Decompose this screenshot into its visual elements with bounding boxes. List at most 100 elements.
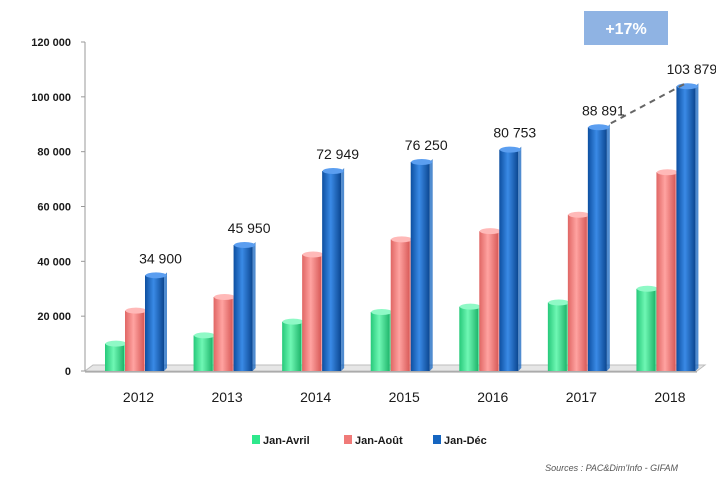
callout-box xyxy=(584,11,668,45)
bar-Jan-Août-2016 xyxy=(479,228,502,371)
bar-top xyxy=(459,303,481,310)
bar-top xyxy=(391,236,413,243)
bar-side xyxy=(164,272,167,371)
bar-top xyxy=(145,272,167,279)
bar xyxy=(459,306,479,371)
bar-Jan-Déc-2016 xyxy=(499,146,522,371)
bar-Jan-Déc-2017 xyxy=(587,124,610,371)
bar-Jan-Avril-2012 xyxy=(105,340,127,371)
y-tick-label: 40 000 xyxy=(37,256,71,268)
y-tick-label: 120 000 xyxy=(31,37,71,49)
bar-top xyxy=(568,211,590,218)
legend-item-Jan-Déc: Jan-Déc xyxy=(433,435,487,447)
data-labels: 34 900 45 950 72 949 76 250 80 753 88 891 103 … xyxy=(139,61,716,266)
bar-Jan-Avril-2013 xyxy=(193,332,216,371)
bar-Jan-Déc-2015 xyxy=(410,158,433,371)
bar xyxy=(656,172,676,371)
bar xyxy=(410,161,430,371)
bar-top xyxy=(234,242,256,249)
bar-Jan-Août-2014 xyxy=(302,251,325,371)
growth-callout: +17% xyxy=(584,11,668,45)
bar xyxy=(547,302,567,371)
x-tick-label: 2012 xyxy=(123,389,154,405)
bar xyxy=(233,245,253,371)
bar-top xyxy=(411,158,433,165)
y-tick-label: 0 xyxy=(65,366,71,378)
x-tick-label: 2014 xyxy=(300,389,331,405)
bar xyxy=(587,127,607,371)
data-label: 45 950 xyxy=(228,220,271,236)
bar-top xyxy=(656,169,678,176)
bar-side xyxy=(695,83,699,371)
bar-Jan-Déc-2014 xyxy=(322,167,345,371)
bar-Jan-Août-2015 xyxy=(390,236,413,371)
bar-top xyxy=(371,309,393,316)
bar-top xyxy=(214,293,236,300)
bar xyxy=(567,214,587,371)
y-tick-label: 100 000 xyxy=(31,92,71,104)
y-tick-label: 20 000 xyxy=(37,311,71,323)
y-tick-label: 60 000 xyxy=(37,202,71,214)
data-label: 34 900 xyxy=(139,250,182,266)
bar-Jan-Avril-2016 xyxy=(459,303,482,371)
bar-top xyxy=(479,228,501,235)
bar-Jan-Avril-2017 xyxy=(547,299,570,371)
bar-top xyxy=(302,251,324,258)
bar xyxy=(213,296,233,371)
bar-top xyxy=(282,318,304,325)
bar-Jan-Avril-2015 xyxy=(370,309,393,371)
source-note: Sources : PAC&Dim'Info - GIFAM xyxy=(545,463,678,473)
bar xyxy=(370,312,390,371)
y-tick-label: 80 000 xyxy=(37,147,71,159)
legend-label: Jan-Avril xyxy=(263,435,310,447)
legend-item-Jan-Août: Jan-Août xyxy=(344,435,403,447)
bar xyxy=(145,275,164,371)
data-label: 80 753 xyxy=(493,125,536,141)
bars xyxy=(105,83,699,371)
bar xyxy=(676,86,696,371)
bar-Jan-Déc-2013 xyxy=(233,242,256,371)
legend-swatch xyxy=(433,435,441,444)
bar-top xyxy=(194,332,216,339)
bar-Jan-Avril-2014 xyxy=(282,318,305,371)
legend-swatch xyxy=(344,435,352,444)
x-tick-label: 2017 xyxy=(566,389,597,405)
data-label: 76 250 xyxy=(405,137,448,153)
bar-top xyxy=(548,299,570,306)
bar-Jan-Avril-2018 xyxy=(636,285,659,371)
legend-label: Jan-Déc xyxy=(444,435,487,447)
bar-Jan-Août-2017 xyxy=(567,211,590,371)
bar-top xyxy=(636,285,658,292)
bar xyxy=(322,170,342,371)
bar xyxy=(125,310,144,371)
trend-dashed-line xyxy=(610,82,687,125)
bar-Jan-Août-2012 xyxy=(125,307,147,371)
bar xyxy=(282,321,302,371)
bar-side xyxy=(606,124,610,371)
bar-side xyxy=(518,146,522,371)
bar-top xyxy=(105,340,127,347)
bar-side xyxy=(429,158,433,371)
data-label: 72 949 xyxy=(316,146,359,162)
data-label: 88 891 xyxy=(582,102,625,118)
bar-top xyxy=(322,167,344,174)
x-tick-label: 2015 xyxy=(389,389,420,405)
x-tick-label: 2013 xyxy=(211,389,242,405)
legend-swatch xyxy=(252,435,260,444)
bar-top xyxy=(588,124,610,131)
bar xyxy=(499,149,519,371)
callout-text: +17% xyxy=(605,21,646,38)
legend: Jan-Avril Jan-Août Jan-Déc xyxy=(252,435,487,447)
legend-label: Jan-Août xyxy=(355,435,403,447)
legend-item-Jan-Avril: Jan-Avril xyxy=(252,435,310,447)
bar xyxy=(302,254,322,371)
bar xyxy=(193,335,213,371)
bar-side xyxy=(341,167,345,371)
bar xyxy=(636,288,656,371)
bar xyxy=(105,343,124,371)
bar-Jan-Août-2018 xyxy=(656,169,679,371)
x-tick-label: 2018 xyxy=(654,389,685,405)
x-tick-label: 2016 xyxy=(477,389,508,405)
bar-top xyxy=(499,146,521,153)
